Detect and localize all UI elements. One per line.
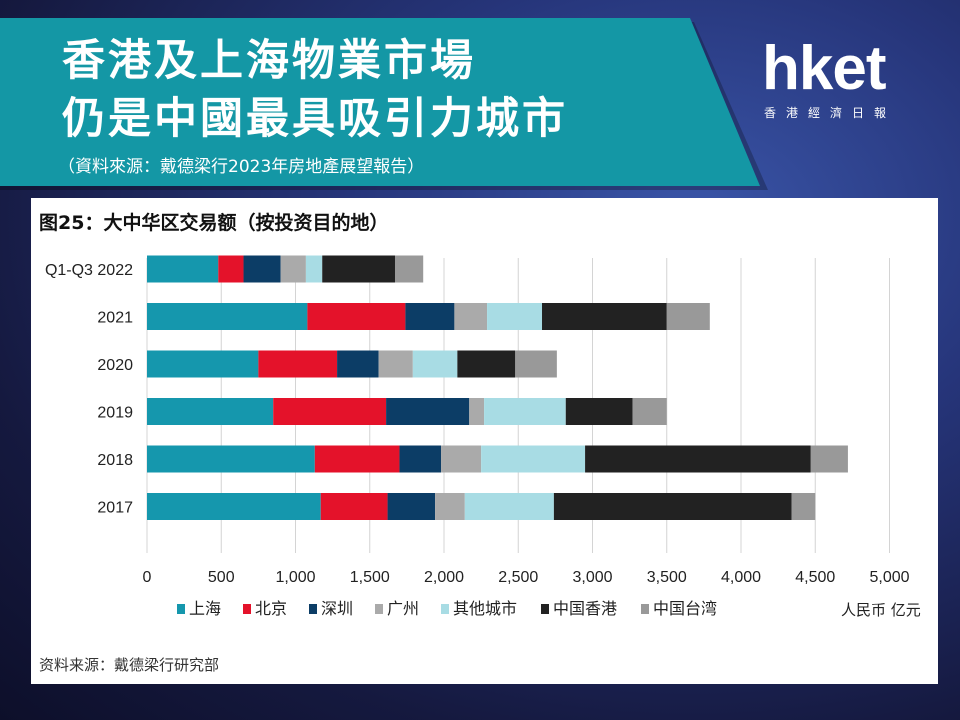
bar-segment	[314, 445, 400, 473]
unit-label: 人民币 亿元	[841, 601, 921, 619]
y-category-label: 2020	[97, 357, 133, 374]
legend-swatch	[541, 604, 549, 614]
legend-label: 其他城市	[453, 599, 517, 618]
bar-segment	[441, 445, 482, 473]
bar-segment	[632, 398, 667, 425]
bar-segment	[337, 350, 379, 378]
bar-segment	[243, 255, 281, 283]
logo-wordmark: hket	[762, 34, 886, 103]
y-category-label: 2017	[97, 500, 133, 517]
legend-label: 中国台湾	[653, 599, 717, 618]
headline-source: （資料來源：戴德梁行2023年房地產展望報告）	[58, 157, 425, 177]
x-tick-label: 0	[143, 569, 152, 586]
bar-segment	[666, 303, 710, 330]
bar-segment	[147, 255, 219, 283]
bar-segment	[553, 493, 792, 520]
bar-segment	[322, 255, 395, 283]
bar-segment	[464, 493, 554, 520]
chart-panel: 图25：大中华区交易额（按投资目的地） 0 500 1,000 1,500 2,000 2…	[31, 198, 938, 684]
legend-swatch	[309, 604, 317, 614]
hket-logo: hket 香港經濟日報	[762, 38, 922, 128]
legend-swatch	[243, 604, 251, 614]
bar-segment	[399, 445, 442, 473]
chart-title: 图25：大中华区交易额（按投资目的地）	[39, 212, 389, 234]
bar-segment	[457, 350, 516, 378]
legend-swatch	[641, 604, 649, 614]
bar-segment	[386, 398, 470, 425]
bar-segment	[484, 398, 566, 425]
legend-label: 深圳	[321, 599, 353, 618]
bar-segment	[487, 303, 543, 330]
bar-segment	[147, 398, 274, 425]
bar-segment	[515, 350, 557, 378]
x-tick-label: 5,000	[869, 569, 909, 586]
legend-swatch	[375, 604, 383, 614]
bar-segment	[147, 303, 308, 330]
x-tick-label: 4,500	[795, 569, 835, 586]
legend-label: 北京	[255, 599, 287, 618]
bar-segment	[565, 398, 633, 425]
bar-segment	[542, 303, 667, 330]
bar-segment	[412, 350, 458, 378]
bar-segment	[307, 303, 406, 330]
x-tick-label: 1,500	[350, 569, 390, 586]
y-category-label: 2021	[97, 310, 133, 327]
legend-label: 广州	[387, 599, 419, 618]
x-tick-label: 1,000	[275, 569, 315, 586]
legend-label: 中国香港	[553, 599, 617, 618]
x-tick-label: 4,000	[721, 569, 761, 586]
bar-segment	[454, 303, 488, 330]
x-tick-label: 2,500	[498, 569, 538, 586]
legend-swatch	[177, 604, 185, 614]
bar-segment	[147, 445, 315, 473]
y-category-label: Q1-Q3 2022	[45, 262, 133, 279]
bar-segment	[585, 445, 811, 473]
bar-segment	[147, 493, 321, 520]
logo-subtitle: 香港經濟日報	[764, 106, 897, 120]
legend-swatch	[441, 604, 449, 614]
bar-segment	[147, 350, 259, 378]
x-tick-label: 3,500	[647, 569, 687, 586]
bar-segment	[305, 255, 323, 283]
legend-label: 上海	[189, 599, 221, 618]
y-category-label: 2018	[97, 452, 133, 469]
chart-source-note: 资料来源：戴德梁行研究部	[39, 656, 220, 674]
bar-segment	[320, 493, 388, 520]
bar-segment	[481, 445, 586, 473]
bar-segment	[405, 303, 455, 330]
bar-segment	[218, 255, 244, 283]
bar-segment	[394, 255, 424, 283]
x-tick-label: 500	[208, 569, 235, 586]
headline-line-2: 仍是中國最具吸引力城市	[62, 94, 568, 144]
title-banner	[0, 18, 760, 186]
bar-segment	[258, 350, 338, 378]
y-category-label: 2019	[97, 405, 133, 422]
bar-segment	[280, 255, 306, 283]
bar-segment	[387, 493, 436, 520]
bar-segment	[469, 398, 485, 425]
bar-segment	[378, 350, 413, 378]
bar-segment	[791, 493, 816, 520]
bar-segment	[273, 398, 387, 425]
x-tick-label: 3,000	[572, 569, 612, 586]
x-tick-label: 2,000	[424, 569, 464, 586]
bar-segment	[435, 493, 465, 520]
bar-segment	[810, 445, 848, 473]
headline-line-1: 香港及上海物業市場	[62, 36, 476, 86]
bar-chart: 0 500 1,000 1,500 2,000 2,500 3,000 3,500 4,000 4…	[45, 255, 910, 618]
